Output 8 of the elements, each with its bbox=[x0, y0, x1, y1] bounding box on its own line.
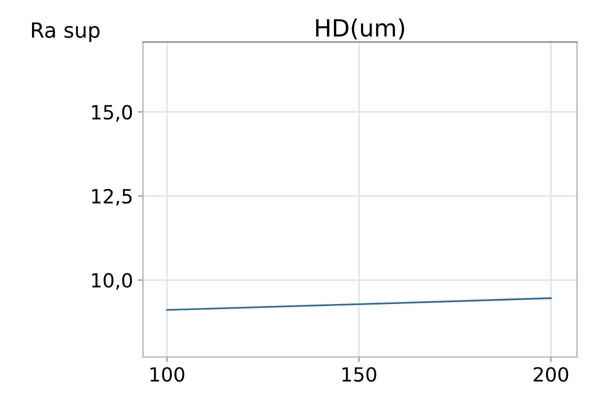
x-tick-label: 150 bbox=[342, 367, 376, 382]
y-tick-label: 12,5 bbox=[92, 188, 132, 206]
y-tick-label: 15,0 bbox=[92, 104, 132, 122]
chart-title: HD(um) bbox=[316, 18, 404, 40]
y-tick-label: 10,0 bbox=[92, 272, 132, 290]
x-tick-label: 200 bbox=[534, 367, 568, 382]
x-tick-label: 100 bbox=[150, 367, 184, 382]
y-axis-title: Ra sup bbox=[32, 22, 100, 42]
